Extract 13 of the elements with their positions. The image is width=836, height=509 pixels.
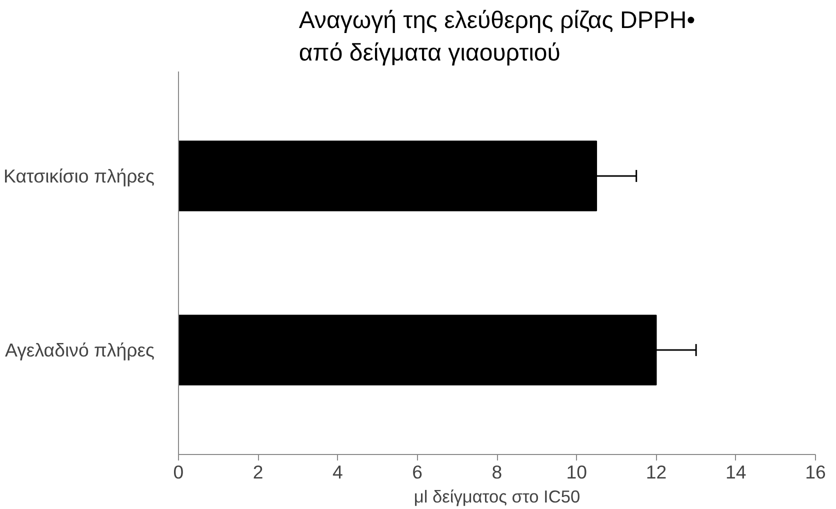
- x-tick-label: 16: [805, 462, 826, 482]
- x-tick-label: 12: [646, 462, 667, 482]
- x-axis-title: μl δείγματος στο IC50: [414, 486, 580, 506]
- x-tick-label: 10: [566, 462, 588, 482]
- x-tick-label: 2: [252, 462, 264, 482]
- x-tick-label: 6: [412, 462, 423, 482]
- chart-title: Αναγωγή της ελεύθερης ρίζας DPPH• από δείγματα γιαουρτιού: [298, 7, 696, 66]
- y-tick-label: Αγελαδινό πλήρες: [5, 340, 155, 361]
- x-tick-label: 8: [492, 462, 502, 482]
- x-tick-label: 14: [726, 462, 746, 482]
- x-tick-label: 4: [332, 462, 343, 482]
- y-tick-label: Κατσικίσιο πλήρες: [4, 165, 155, 186]
- x-tick-label: 0: [173, 462, 184, 482]
